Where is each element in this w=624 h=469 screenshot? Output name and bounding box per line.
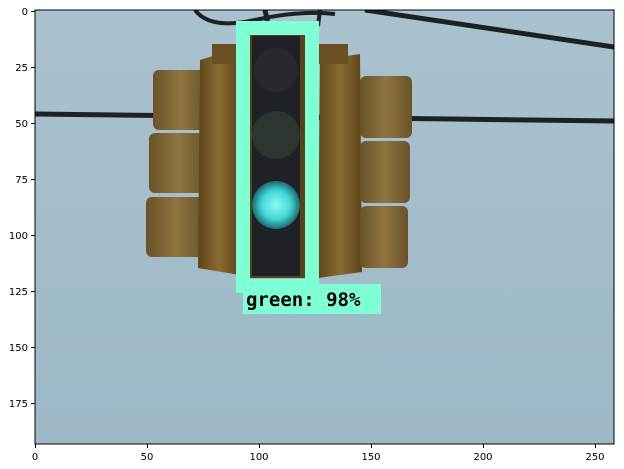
x-tick-label: 100 [249, 452, 268, 463]
y-tick-label: 100 [9, 231, 28, 242]
y-tick-label: 75 [15, 175, 28, 186]
y-tick-label: 150 [9, 343, 28, 354]
axes-frame [34, 9, 615, 445]
x-tick-label: 200 [473, 452, 492, 463]
y-tick-label: 175 [9, 399, 28, 410]
x-tick-label: 50 [141, 452, 154, 463]
y-axis [31, 11, 35, 404]
y-tick-label: 50 [15, 119, 28, 130]
traffic-signal [146, 30, 412, 278]
x-axis [35, 444, 596, 448]
x-tick-label: 250 [585, 452, 604, 463]
x-tick-label: 0 [32, 452, 38, 463]
x-tick-label: 150 [361, 452, 380, 463]
y-tick-label: 0 [22, 7, 28, 18]
detection-label: green: 98% [246, 289, 361, 311]
y-tick-label: 125 [9, 287, 28, 298]
detection-label-bg [243, 284, 381, 314]
photo: green: 98% [35, 10, 614, 444]
y-tick-label: 25 [15, 63, 28, 74]
